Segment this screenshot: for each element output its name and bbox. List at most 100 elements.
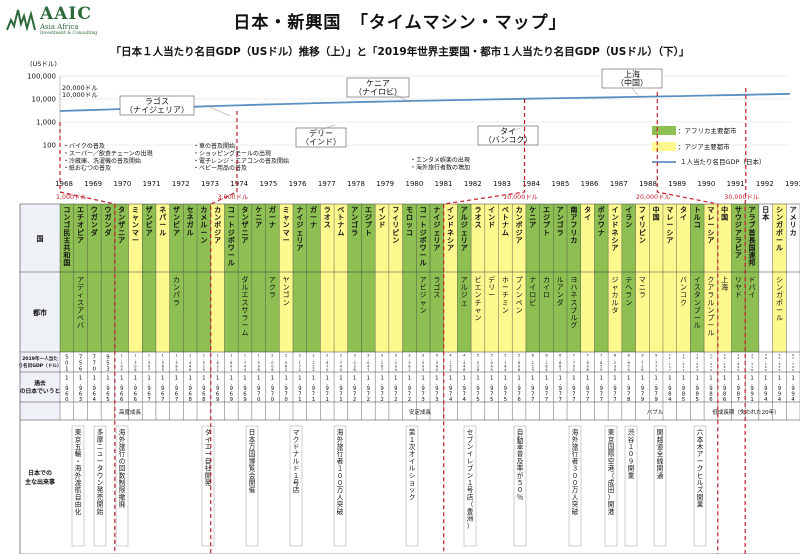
country-cell: マレーシア	[707, 206, 714, 244]
x-tick-label: 1986	[581, 180, 599, 188]
table-cell-bg	[155, 204, 170, 352]
x-tick-label: 1983	[493, 180, 511, 188]
x-tick-label: 1981	[435, 180, 453, 188]
era-label: 低成長期（失われた20年）	[712, 408, 779, 416]
threshold-label: 3,000ドル	[218, 194, 249, 201]
event-text: 多摩ニュータウン発売開始	[97, 428, 104, 516]
legend-swatch-asia	[652, 142, 676, 151]
city-cell: イスタンブール	[694, 276, 701, 330]
country-cell: インド	[488, 206, 495, 229]
table-cell-bg	[676, 204, 691, 352]
country-cell: アラブ首長国連邦	[749, 206, 757, 267]
country-cell: トルコ	[694, 206, 701, 229]
event-box	[513, 425, 527, 547]
chart-note: ・ショッピングモールの出現	[193, 149, 271, 157]
country-cell: インドネシア	[612, 206, 619, 252]
callout-box	[119, 95, 195, 116]
table-cell-bg	[347, 204, 362, 352]
chart-note: ・エンタメ娯楽の出現	[410, 156, 470, 164]
city-cell: クアラルンプール	[707, 276, 714, 337]
x-tick-label: 1979	[376, 180, 394, 188]
table-cell-bg	[471, 204, 485, 352]
city-cell: カイロ	[543, 276, 550, 299]
table-cell-bg	[745, 204, 759, 352]
city-cell: リヤド	[735, 276, 742, 299]
country-cell: カメルーン	[200, 206, 207, 244]
x-tick-label: 1987	[610, 180, 628, 188]
label-column-bg	[20, 204, 60, 420]
y-level-label: 10,000ドル	[62, 91, 98, 99]
country-cell: ナイジェリア	[296, 206, 303, 252]
event-box	[289, 425, 303, 547]
y-tick-label: 1,000	[36, 119, 56, 127]
city-cell: ラゴス	[433, 276, 440, 299]
country-cell: セネガル	[187, 206, 194, 237]
chart-note: ・紙おむつの普及	[63, 164, 111, 172]
x-tick-label: 1975	[259, 180, 277, 188]
table-cell-bg	[731, 204, 746, 352]
x-tick-label: 1973	[201, 180, 219, 188]
x-tick-label: 1977	[318, 180, 336, 188]
country-cell: ケニア	[255, 206, 262, 229]
callout-connector	[204, 104, 231, 117]
table-cell-bg	[512, 204, 526, 352]
x-tick-label: 1971	[143, 180, 161, 188]
table-cell-bg	[553, 204, 568, 352]
logo-line1: Asia Africa	[40, 23, 79, 31]
threshold-divider	[656, 92, 719, 554]
x-tick-label: 1972	[172, 180, 190, 188]
x-tick-label: 1991	[727, 180, 745, 188]
event-box	[405, 425, 419, 547]
x-tick-label: 1976	[289, 180, 307, 188]
city-cell: ドバイ	[749, 276, 756, 299]
table-cell-bg	[87, 204, 102, 352]
city-cell: プノンペン	[516, 276, 523, 314]
table-cell-bg	[306, 204, 321, 352]
event-box	[653, 425, 667, 547]
country-cell: エジプト	[365, 206, 373, 237]
country-cell: コートジボワール	[420, 206, 427, 267]
event-text: ダイエー自社開発	[205, 428, 212, 487]
y-tick-label: 100	[43, 142, 56, 150]
country-cell: タイ	[680, 205, 687, 222]
event-box	[568, 425, 582, 547]
city-cell: 上海	[721, 275, 728, 292]
event-box	[693, 425, 707, 547]
city-cell: アクラ	[269, 276, 276, 299]
city-cell: ヤンゴン	[283, 276, 290, 307]
event-box	[71, 425, 85, 547]
table-cell-bg	[265, 204, 280, 352]
table-cell-bg	[608, 204, 622, 352]
callout-label: タイ	[500, 127, 516, 136]
